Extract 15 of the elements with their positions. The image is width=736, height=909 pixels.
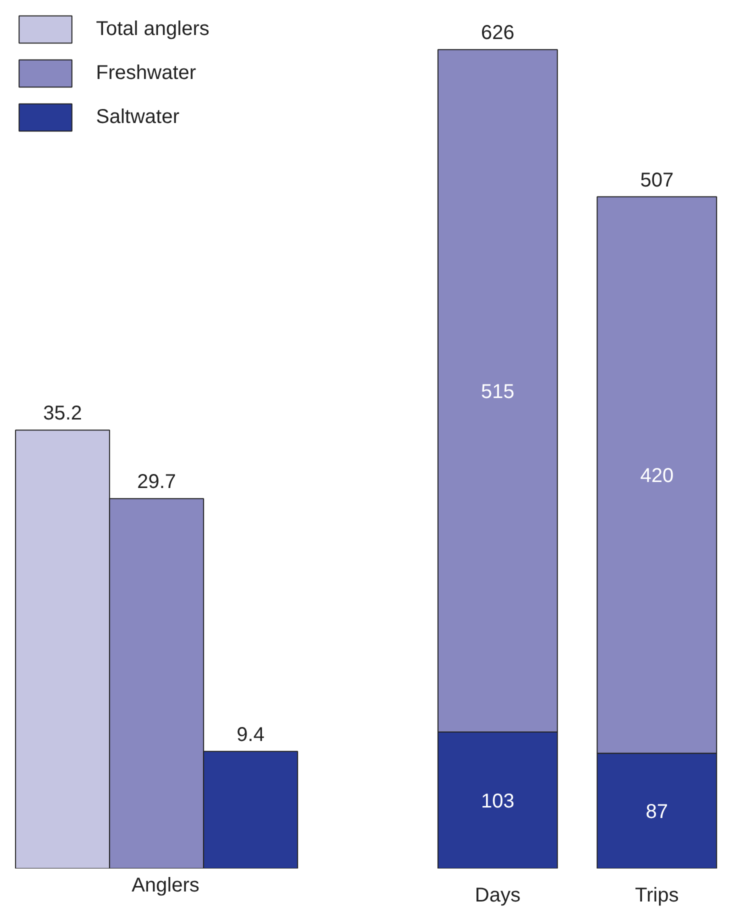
data-label: 35.2 xyxy=(43,402,82,425)
annotation: 626 xyxy=(480,22,514,44)
legend-label: Freshwater xyxy=(96,62,196,84)
data-label: 103 xyxy=(480,790,514,812)
data-label: 515 xyxy=(480,380,514,403)
x-axis-title: Anglers xyxy=(132,874,200,896)
data-label: 420 xyxy=(640,464,674,487)
legend-label: Saltwater xyxy=(96,106,180,128)
data-label: 29.7 xyxy=(137,471,176,494)
annotation: 507 xyxy=(640,169,674,192)
legend-label: Total anglers xyxy=(96,18,210,40)
x-tick-label: Days xyxy=(474,884,520,906)
data-label: 9.4 xyxy=(236,724,264,746)
data-label: 87 xyxy=(646,800,668,823)
x-tick-label: Trips xyxy=(635,884,679,906)
